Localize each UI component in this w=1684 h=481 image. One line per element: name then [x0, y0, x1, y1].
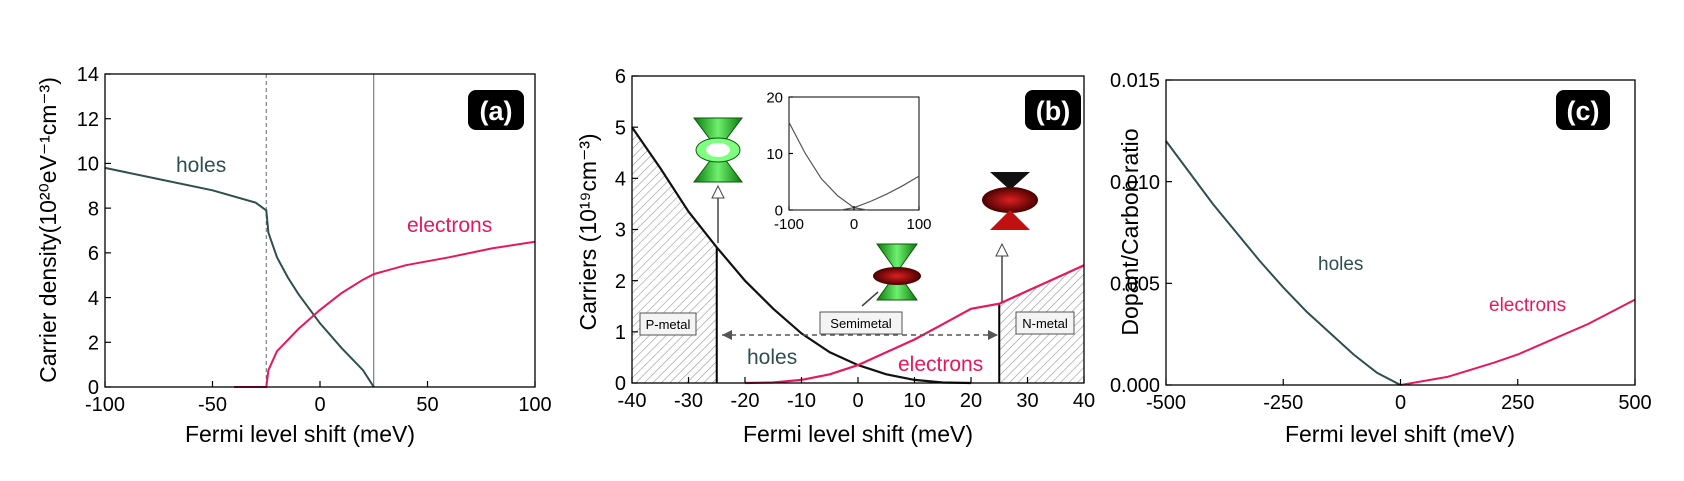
panel-a-y-tick-label: 12	[77, 109, 99, 131]
panel-a-tag-box	[468, 90, 524, 130]
panel-a-x-tick-label: -100	[85, 394, 125, 416]
p-metal-box	[639, 312, 697, 336]
panel-b-holes-label: holes	[747, 346, 797, 369]
panel-c-x-tick-label: -500	[1146, 392, 1186, 414]
panel-b-y-tick-label: 5	[615, 117, 626, 139]
semimetal-box	[819, 311, 903, 335]
panel-a-ticks: -100 -50 0 50 100 0 2 4 6 8 10 12 14	[77, 64, 552, 416]
semimetal-label: Semimetal	[830, 316, 892, 331]
panel-b-x-tick-label: -30	[674, 390, 703, 412]
panel-c-y-axis-label: Dopant/Carbon ratio	[1117, 128, 1143, 335]
panel-a-x-tick-label: 50	[416, 394, 438, 416]
panel-a-x-tick-label: 100	[518, 394, 551, 416]
panel-a: -100 -50 0 50 100 0 2 4 6 8 10 12 14 Fermi level shi…	[35, 64, 552, 447]
panel-b-y-tick-label: 2	[615, 271, 626, 293]
panel-b-inset-x-tick-label: 100	[906, 216, 931, 233]
panel-a-y-tick-label: 2	[88, 332, 99, 354]
inset-holes-curve	[788, 122, 868, 211]
panel-c-y-tick-label: 0.005	[1110, 274, 1160, 296]
panel-c-y-tick-label: 0.010	[1110, 172, 1160, 194]
panel-c-electrons-curve	[1400, 298, 1636, 386]
p-metal-arrow-head	[711, 184, 725, 199]
panel-a-holes-curve	[104, 166, 375, 388]
p-metal-cone-illustration	[693, 117, 743, 183]
panel-c-y-tick-label: 0.000	[1110, 375, 1160, 397]
panel-b-x-tick-label: 30	[1016, 390, 1038, 412]
panel-c-x-tick-label: 250	[1501, 392, 1534, 414]
panel-a-y-axis-label: Carrier density(10²⁰eV⁻¹cm⁻³)	[35, 77, 61, 383]
arrow-head-right	[988, 330, 998, 340]
inset-frame	[788, 96, 920, 211]
panel-b-inset-y-tick-label: 10	[766, 146, 783, 163]
panel-b-tag-box	[1025, 90, 1081, 130]
inset-electrons-curve	[840, 175, 920, 211]
panel-c-holes-label: holes	[1318, 254, 1363, 275]
panel-a-y-tick-label: 6	[88, 243, 99, 265]
panel-b-y-axis-label: Carriers (10¹⁹cm⁻³)	[575, 133, 601, 330]
panel-c: -500 -250 0 250 500 0.000 0.005 0.010 0.015 Ferm…	[1110, 70, 1652, 447]
panel-a-x-tick-label: 0	[314, 394, 325, 416]
panel-a-holes-label: holes	[176, 154, 226, 177]
n-metal-label: N-metal	[1022, 316, 1068, 331]
panel-b-inset-y-tick-label: 0	[775, 202, 783, 219]
n-metal-box	[1015, 311, 1075, 335]
panel-c-x-axis-label: Fermi level shift (meV)	[1285, 421, 1515, 447]
panel-a-y-tick-label: 4	[88, 288, 99, 310]
panel-c-y-tick-label: 0.015	[1110, 70, 1160, 92]
panel-c-x-tick-label: -250	[1263, 392, 1303, 414]
panel-c-tag: (c)	[1567, 96, 1600, 126]
panel-b-x-tick-label: -40	[618, 390, 647, 412]
panel-a-electrons-curve	[234, 240, 536, 388]
panel-c-tag-box	[1556, 90, 1610, 130]
panel-b-inset-x-tick-label: -100	[774, 216, 804, 233]
panel-b-y-tick-label: 1	[615, 322, 626, 344]
panel-c-ticks: -500 -250 0 250 500 0.000 0.005 0.010 0.015	[1110, 70, 1652, 414]
panel-a-y-tick-label: 8	[88, 198, 99, 220]
panel-a-tag: (a)	[480, 96, 513, 126]
panel-b-y-tick-label: 3	[615, 220, 626, 242]
panel-a-y-tick-label: 0	[88, 377, 99, 399]
panel-a-x-axis-label: Fermi level shift (meV)	[185, 421, 415, 447]
panel-c-plot-area	[1165, 140, 1636, 386]
panel-b-x-tick-label: 0	[852, 390, 863, 412]
panel-a-plot-area	[104, 74, 536, 388]
arrow-head-left	[722, 330, 732, 340]
n-metal-arrow-head	[995, 242, 1009, 257]
panel-b-x-axis-label: Fermi level shift (meV)	[743, 421, 973, 447]
panel-b-x-tick-label: -20	[731, 390, 760, 412]
panel-b-x-tick-label: 20	[960, 390, 982, 412]
p-metal-label: P-metal	[646, 317, 691, 332]
panel-b-electrons-label: electrons	[898, 353, 983, 376]
n-metal-cone-illustration	[982, 172, 1038, 230]
panel-c-holes-curve	[1165, 140, 1401, 386]
panel-a-y-tick-label: 10	[77, 154, 99, 176]
panel-b-x-tick-label: 40	[1073, 390, 1095, 412]
p-metal-hatched-region	[632, 127, 717, 384]
panel-a-electrons-label: electrons	[407, 214, 492, 237]
panel-a-x-tick-label: -50	[198, 394, 227, 416]
semimetal-cone-illustration	[873, 243, 921, 301]
panel-b-x-tick-label: -10	[787, 390, 816, 412]
panel-b-y-tick-label: 6	[615, 66, 626, 88]
panel-b-x-tick-label: 10	[903, 390, 925, 412]
inset-plot-area	[788, 122, 920, 211]
panel-b-y-tick-label: 4	[615, 169, 626, 191]
panel-b-inset-x-tick-label: 0	[850, 216, 858, 233]
panel-b-y-tick-label: 0	[615, 373, 626, 395]
panel-c-x-tick-label: 500	[1618, 392, 1651, 414]
panel-c-electrons-label: electrons	[1489, 295, 1566, 316]
semimetal-arrow	[861, 291, 879, 307]
panel-b-tag: (b)	[1036, 96, 1070, 126]
panel-b-inset-y-tick-label: 20	[766, 89, 783, 106]
panel-a-y-tick-label: 14	[77, 64, 99, 86]
panel-c-x-tick-label: 0	[1395, 392, 1406, 414]
